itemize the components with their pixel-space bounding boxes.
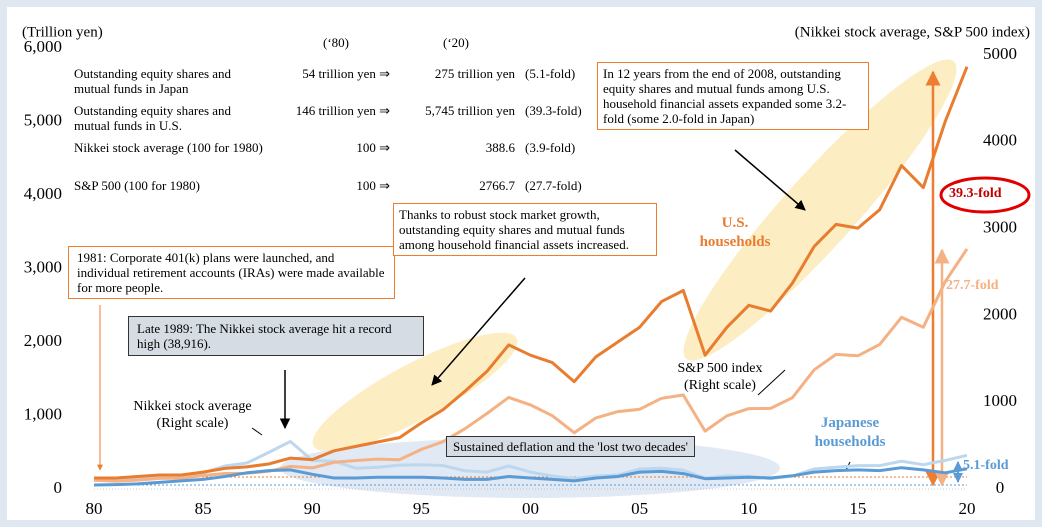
y2-axis-label: (Nikkei stock average, S&P 500 index) bbox=[795, 24, 1030, 40]
y-axis-label: (Trillion yen) bbox=[22, 24, 103, 40]
y-tick-label: 1,000 bbox=[24, 404, 62, 423]
table-cell: Outstanding equity shares and mutual fun… bbox=[74, 103, 232, 133]
pointer bbox=[251, 427, 263, 436]
table-cell: Nikkei stock average (100 for 1980) bbox=[74, 140, 263, 155]
series-label: Japanese households bbox=[814, 415, 886, 450]
highlight bbox=[312, 332, 518, 452]
callout-ring bbox=[939, 176, 1031, 214]
pointer bbox=[757, 369, 786, 396]
table-cell: S&P 500 (100 for 1980) bbox=[74, 178, 200, 193]
annotation-box: Late 1989: The Nikkei stock average hit … bbox=[128, 316, 424, 356]
table-cell: 100 ⇒ bbox=[356, 178, 390, 193]
series-line bbox=[93, 440, 968, 482]
annotation-box: Sustained deflation and the 'lost two de… bbox=[446, 436, 696, 457]
arrow bbox=[734, 149, 806, 211]
y-tick-label: 3,000 bbox=[24, 257, 62, 276]
annotation-box: In 12 years from the end of 2008, outsta… bbox=[597, 62, 869, 130]
table-cell: (27.7-fold) bbox=[525, 178, 582, 193]
y-tick-label: 5,000 bbox=[24, 110, 62, 129]
table-cell: 2766.7 bbox=[479, 178, 515, 193]
x-tick-label: 95 bbox=[413, 499, 430, 518]
y-tick-label: 4,000 bbox=[24, 184, 62, 203]
table-cell: (39.3-fold) bbox=[525, 103, 582, 118]
table-cell: 54 trillion yen ⇒ bbox=[302, 66, 390, 81]
x-tick-label: 85 bbox=[195, 499, 212, 518]
arrow bbox=[431, 277, 526, 386]
x-tick-label: 15 bbox=[849, 499, 866, 518]
fold-label: 5.1-fold bbox=[963, 458, 1009, 473]
table-cell: 5,745 trillion yen bbox=[425, 103, 515, 118]
y2-tick-label: 2000 bbox=[983, 304, 1017, 323]
table-cell: 100 ⇒ bbox=[356, 140, 390, 155]
series-line bbox=[94, 66, 969, 480]
annotation-box: Thanks to robust stock market growth, ou… bbox=[393, 203, 657, 256]
fold-label: 27.7-fold bbox=[946, 278, 999, 293]
y2-tick-label: 0 bbox=[996, 478, 1005, 497]
annotation-box: 1981: Corporate 401(k) plans were launch… bbox=[68, 246, 395, 299]
table-cell: (3.9-fold) bbox=[525, 140, 576, 155]
x-tick-label: 10 bbox=[740, 499, 757, 518]
series-label: U.S. households bbox=[699, 215, 771, 250]
table-cell: 388.6 bbox=[485, 140, 515, 155]
table-cell: 275 trillion yen bbox=[434, 66, 515, 81]
x-tick-label: 00 bbox=[522, 499, 539, 518]
x-tick-label: 80 bbox=[86, 499, 103, 518]
table-cell: Outstanding equity shares and mutual fun… bbox=[74, 66, 232, 96]
y-tick-label: 6,000 bbox=[24, 37, 62, 56]
y-tick-label: 0 bbox=[54, 478, 63, 497]
table-header: (‘20) bbox=[443, 35, 469, 50]
y2-tick-label: 3000 bbox=[983, 218, 1017, 237]
table-cell: (5.1-fold) bbox=[525, 66, 576, 81]
y2-tick-label: 5000 bbox=[983, 44, 1017, 63]
y2-tick-label: 4000 bbox=[983, 131, 1017, 150]
series-line bbox=[93, 466, 968, 487]
series-label: S&P 500 index (Right scale) bbox=[677, 361, 763, 393]
highlight bbox=[683, 59, 957, 361]
x-tick-label: 90 bbox=[304, 499, 321, 518]
x-tick-label: 05 bbox=[631, 499, 648, 518]
y-tick-label: 2,000 bbox=[24, 331, 62, 350]
series-label: Nikkei stock average (Right scale) bbox=[133, 399, 252, 431]
y2-tick-label: 1000 bbox=[983, 391, 1017, 410]
x-tick-label: 20 bbox=[959, 499, 976, 518]
table-header: (‘80) bbox=[323, 35, 349, 50]
table-cell: 146 trillion yen ⇒ bbox=[295, 103, 390, 118]
fold-label: 39.3-fold bbox=[949, 186, 1002, 201]
